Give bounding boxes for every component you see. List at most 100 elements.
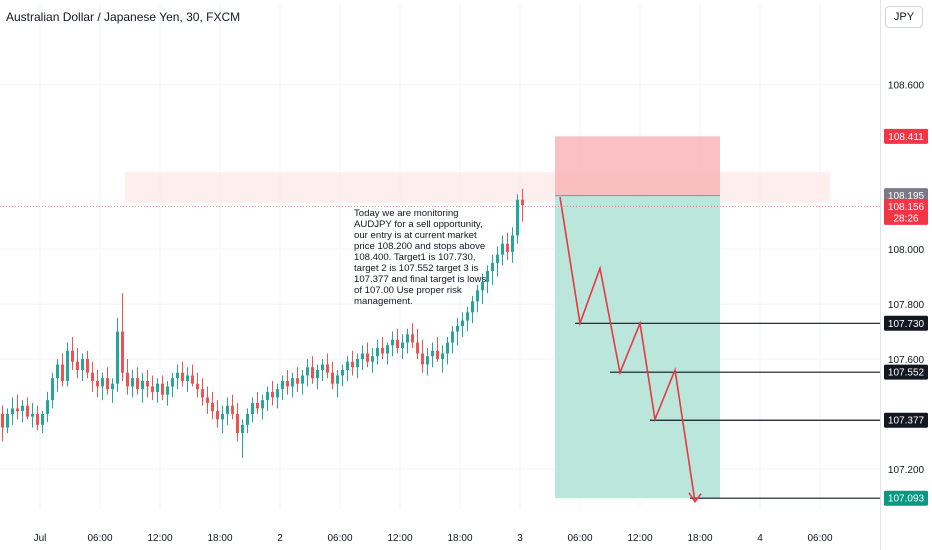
candle <box>196 372 199 398</box>
candle-body <box>186 375 189 381</box>
x-tick-label: 06:00 <box>807 533 832 544</box>
candle <box>116 317 119 392</box>
candle-body <box>286 380 289 387</box>
analysis-note: Today we are monitoring AUDJPY for a sel… <box>354 208 487 307</box>
candle <box>171 372 174 398</box>
candle-body <box>266 391 269 401</box>
candle-body <box>491 262 494 272</box>
candle-body <box>391 339 394 346</box>
candle-body <box>261 400 264 409</box>
candle-body <box>126 372 129 387</box>
price-label: 107.730 <box>884 315 928 331</box>
candle-body <box>11 408 14 414</box>
candle-body <box>41 413 44 425</box>
candle <box>251 397 254 423</box>
candle <box>31 402 34 428</box>
chart-grid <box>0 5 880 510</box>
candle-body <box>311 367 314 379</box>
candle-body <box>331 372 334 384</box>
candle-body <box>111 383 114 390</box>
candle-body <box>421 353 424 365</box>
candle <box>321 358 324 381</box>
candle <box>126 358 129 395</box>
candle <box>36 405 39 431</box>
candle <box>76 348 79 379</box>
candle <box>106 367 109 395</box>
x-tick-label: 2 <box>277 533 283 544</box>
candle-body <box>396 339 399 349</box>
candle <box>306 358 309 387</box>
candles <box>1 188 524 458</box>
candle-body <box>251 402 254 414</box>
price-label-bg <box>884 315 928 331</box>
candle-body <box>206 397 209 403</box>
candle <box>486 265 489 294</box>
price-label-text: 108.195 <box>888 191 925 202</box>
candle <box>66 342 69 387</box>
candle <box>436 337 439 362</box>
price-label: 108.411 <box>884 128 928 144</box>
candle-body <box>191 375 194 384</box>
candle <box>226 397 229 425</box>
candle-body <box>366 353 369 362</box>
candle-body <box>316 369 319 379</box>
candle <box>266 386 269 412</box>
target-lines <box>575 322 880 499</box>
candle-body <box>81 358 84 370</box>
candle-body <box>16 408 19 412</box>
candle-body <box>376 348 379 357</box>
candle <box>216 400 219 428</box>
candle <box>16 394 19 420</box>
candle-body <box>246 413 249 425</box>
candle-body <box>291 378 294 387</box>
candle-body <box>176 372 179 379</box>
candle-body <box>86 358 89 373</box>
price-label-text: 107.093 <box>888 494 925 505</box>
candle <box>341 364 344 387</box>
candle <box>331 361 334 390</box>
candle <box>416 328 419 359</box>
chart-zones <box>0 136 880 499</box>
candle <box>281 375 284 401</box>
price-label-bg <box>884 412 928 428</box>
candle <box>206 386 209 414</box>
candle-body <box>241 424 244 434</box>
candle <box>431 342 434 368</box>
candle <box>121 293 124 381</box>
candle-body <box>166 386 169 395</box>
candle <box>146 369 149 398</box>
candle <box>271 380 274 406</box>
candle-body <box>476 290 479 302</box>
x-tick-label: 18:00 <box>447 533 472 544</box>
candle-body <box>26 405 29 417</box>
candle <box>191 364 194 387</box>
candle <box>391 331 394 357</box>
candle <box>291 372 294 398</box>
candle <box>371 348 374 373</box>
candle <box>386 342 389 365</box>
candle <box>261 394 264 420</box>
x-tick-label: 3 <box>517 533 523 544</box>
chart-title: Australian Dollar / Japanese Yen, 30, FX… <box>6 10 241 24</box>
x-tick-label: 18:00 <box>687 533 712 544</box>
currency-button[interactable]: JPY <box>885 6 923 28</box>
candle <box>151 375 154 401</box>
candle <box>96 369 99 398</box>
candle <box>81 353 84 381</box>
candle-body <box>361 353 364 359</box>
candle <box>501 235 504 266</box>
candle <box>176 364 179 390</box>
axis-divider <box>880 0 881 550</box>
candle <box>356 353 359 379</box>
candle <box>456 317 459 346</box>
candle-body <box>76 361 79 370</box>
candle <box>296 367 299 392</box>
candle <box>141 372 144 403</box>
candle-body <box>456 326 459 332</box>
candle-body <box>131 378 134 387</box>
candle <box>6 408 9 434</box>
y-tick-label: 108.600 <box>888 80 925 91</box>
candle-body <box>201 389 204 398</box>
candle <box>61 353 64 387</box>
